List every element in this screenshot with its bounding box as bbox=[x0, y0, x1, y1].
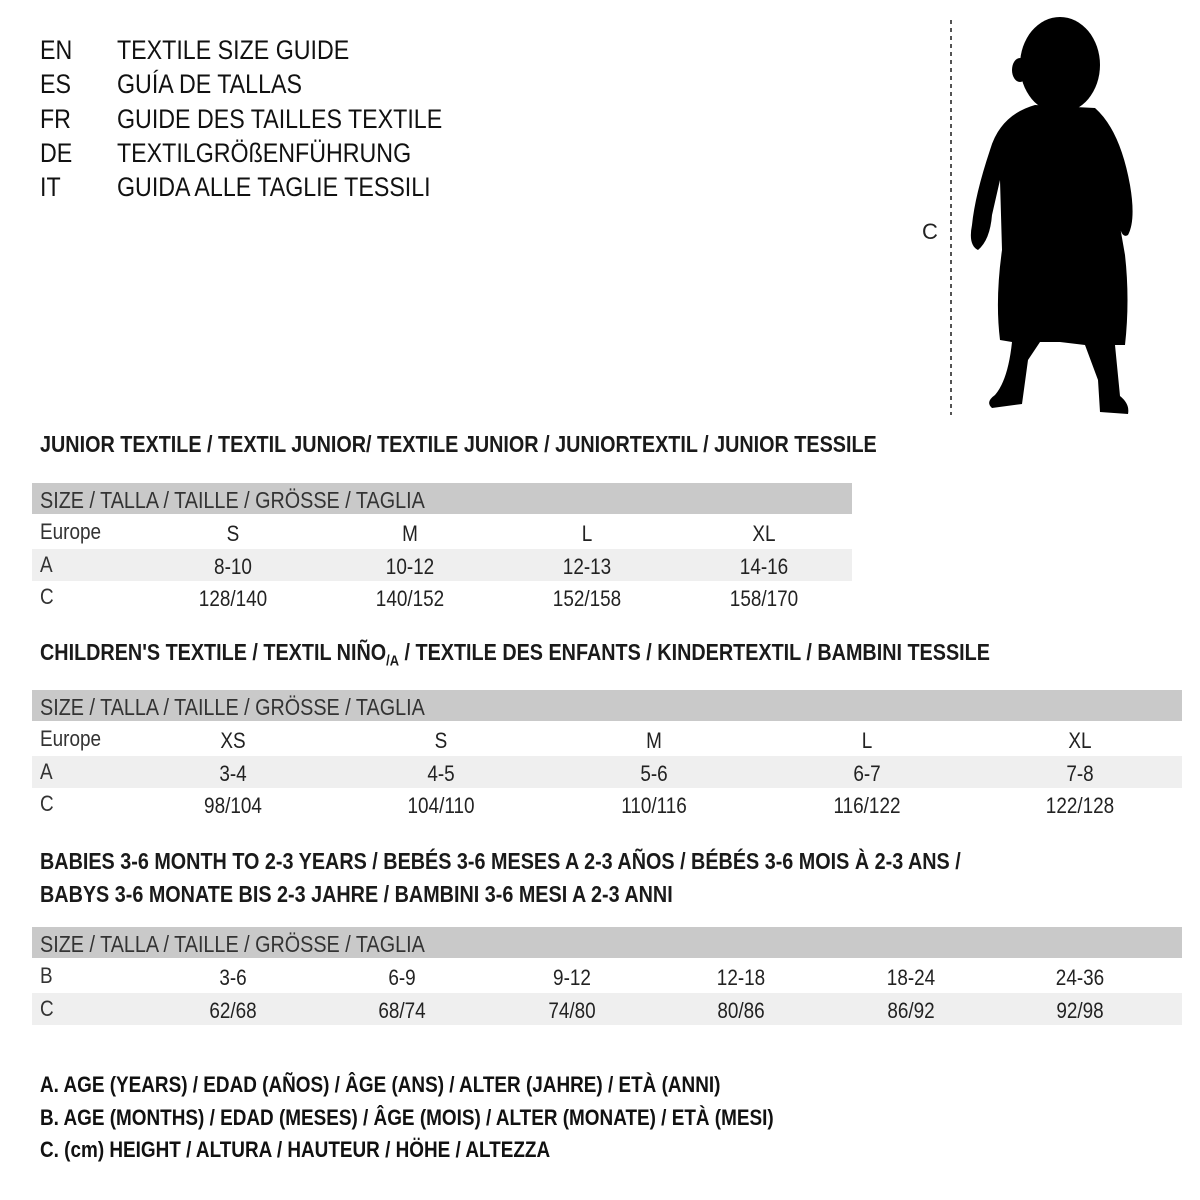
table-cell: XS bbox=[220, 728, 246, 753]
row-label: C bbox=[40, 584, 54, 609]
language-guide-title: GUÍA DE TALLAS bbox=[117, 69, 302, 100]
child-silhouette-icon: C bbox=[922, 17, 1133, 415]
table-row: C 98/104 104/110 110/116 116/122 122/128 bbox=[32, 788, 1182, 820]
legend-a: A. AGE (YEARS) / EDAD (AÑOS) / ÂGE (ANS)… bbox=[40, 1072, 721, 1097]
babies-title-line1: BABIES 3-6 MONTH TO 2-3 YEARS / BEBÉS 3-… bbox=[40, 848, 961, 874]
table-cell: 10-12 bbox=[385, 553, 435, 579]
language-guide-title: TEXTILGRÖßENFÜHRUNG bbox=[117, 137, 412, 168]
table-header: SIZE / TALLA / TAILLE / GRÖSSE / TAGLIA bbox=[32, 483, 852, 514]
table-cell: 158/170 bbox=[729, 586, 799, 611]
height-label: C bbox=[922, 219, 938, 244]
table-cell: 128/140 bbox=[198, 586, 268, 611]
table-cell: S bbox=[226, 521, 240, 546]
row-label: B bbox=[40, 963, 53, 988]
table-row: C 62/68 68/74 74/80 80/86 86/92 92/98 bbox=[32, 992, 1182, 1025]
table-row: Europe S M L XL bbox=[32, 516, 852, 548]
language-code: FR bbox=[40, 103, 71, 134]
table-cell: 92/98 bbox=[1056, 997, 1104, 1023]
table-cell: 110/116 bbox=[621, 793, 687, 818]
table-cell: 24-36 bbox=[1055, 965, 1105, 990]
legend-b: B. AGE (MONTHS) / EDAD (MESES) / ÂGE (MO… bbox=[40, 1105, 774, 1130]
table-cell: 62/68 bbox=[209, 997, 257, 1023]
table-cell: 80/86 bbox=[717, 997, 765, 1023]
children-section-title: CHILDREN'S TEXTILE / TEXTIL NIÑO/A / TEX… bbox=[40, 641, 990, 669]
table-cell: 5-6 bbox=[640, 760, 668, 786]
table-row: B 3-6 6-9 9-12 12-18 18-24 24-36 bbox=[32, 960, 1182, 992]
table-cell: 7-8 bbox=[1066, 760, 1094, 786]
language-guide-title: GUIDA ALLE TAGLIE TESSILI bbox=[117, 172, 431, 203]
table-header-label: SIZE / TALLA / TAILLE / GRÖSSE / TAGLIA bbox=[40, 487, 425, 513]
language-guide-title: TEXTILE SIZE GUIDE bbox=[117, 35, 350, 65]
table-cell: 9-12 bbox=[553, 965, 591, 990]
row-label: C bbox=[40, 995, 54, 1021]
table-row: A 8-10 10-12 12-13 14-16 bbox=[32, 548, 852, 581]
table-cell: 6-9 bbox=[388, 965, 416, 990]
table-cell: 3-6 bbox=[219, 965, 247, 990]
table-cell: S bbox=[434, 728, 448, 753]
babies-title-line2: BABYS 3-6 MONATE BIS 2-3 JAHRE / BAMBINI… bbox=[40, 881, 673, 907]
table-cell: 152/158 bbox=[552, 586, 622, 611]
table-row: C 128/140 140/152 152/158 158/170 bbox=[32, 581, 852, 613]
table-cell: L bbox=[581, 521, 593, 546]
table-cell: M bbox=[646, 728, 662, 753]
table-cell: 116/122 bbox=[833, 793, 901, 818]
language-code: IT bbox=[40, 172, 61, 203]
table-row: Europe XS S M L XL bbox=[32, 723, 1182, 755]
language-guide-title: GUIDE DES TAILLES TEXTILE bbox=[117, 103, 443, 134]
language-code: DE bbox=[40, 137, 73, 168]
table-cell: 104/110 bbox=[407, 793, 475, 818]
table-header: SIZE / TALLA / TAILLE / GRÖSSE / TAGLIA bbox=[32, 927, 1182, 958]
table-header-label: SIZE / TALLA / TAILLE / GRÖSSE / TAGLIA bbox=[40, 694, 425, 720]
table-cell: 8-10 bbox=[214, 553, 252, 579]
table-header: SIZE / TALLA / TAILLE / GRÖSSE / TAGLIA bbox=[32, 690, 1182, 721]
table-header-label: SIZE / TALLA / TAILLE / GRÖSSE / TAGLIA bbox=[40, 931, 425, 957]
table-cell: 6-7 bbox=[853, 760, 881, 786]
table-cell: 68/74 bbox=[378, 997, 426, 1023]
table-cell: XL bbox=[752, 521, 776, 546]
table-cell: 86/92 bbox=[887, 997, 935, 1023]
junior-section-title: JUNIOR TEXTILE / TEXTIL JUNIOR/ TEXTILE … bbox=[40, 431, 877, 457]
table-cell: 12-13 bbox=[562, 553, 612, 579]
row-label: A bbox=[40, 551, 53, 577]
row-label: Europe bbox=[40, 726, 102, 751]
row-label: A bbox=[40, 758, 53, 784]
table-cell: 14-16 bbox=[739, 553, 789, 579]
table-cell: 12-18 bbox=[716, 965, 766, 990]
table-cell: 4-5 bbox=[427, 760, 455, 786]
table-cell: 140/152 bbox=[375, 586, 445, 611]
legend-c: C. (cm) HEIGHT / ALTURA / HAUTEUR / HÖHE… bbox=[40, 1137, 551, 1162]
row-label: C bbox=[40, 791, 54, 816]
language-code: ES bbox=[40, 69, 71, 100]
children-title-rest: / TEXTILE DES ENFANTS / KINDERTEXTIL / B… bbox=[399, 639, 990, 665]
table-cell: L bbox=[861, 728, 873, 753]
children-title-sub: /A bbox=[386, 652, 400, 670]
table-cell: 98/104 bbox=[204, 793, 262, 818]
children-title-main: CHILDREN'S TEXTILE / TEXTIL NIÑO bbox=[40, 639, 387, 665]
table-cell: 122/128 bbox=[1045, 793, 1115, 818]
table-cell: 18-24 bbox=[886, 965, 936, 990]
table-cell: 3-4 bbox=[219, 760, 247, 786]
table-cell: 74/80 bbox=[548, 997, 596, 1023]
table-cell: M bbox=[402, 521, 418, 546]
table-cell: XL bbox=[1068, 728, 1092, 753]
table-row: A 3-4 4-5 5-6 6-7 7-8 bbox=[32, 755, 1182, 788]
row-label: Europe bbox=[40, 519, 102, 544]
language-code: EN bbox=[40, 35, 73, 65]
